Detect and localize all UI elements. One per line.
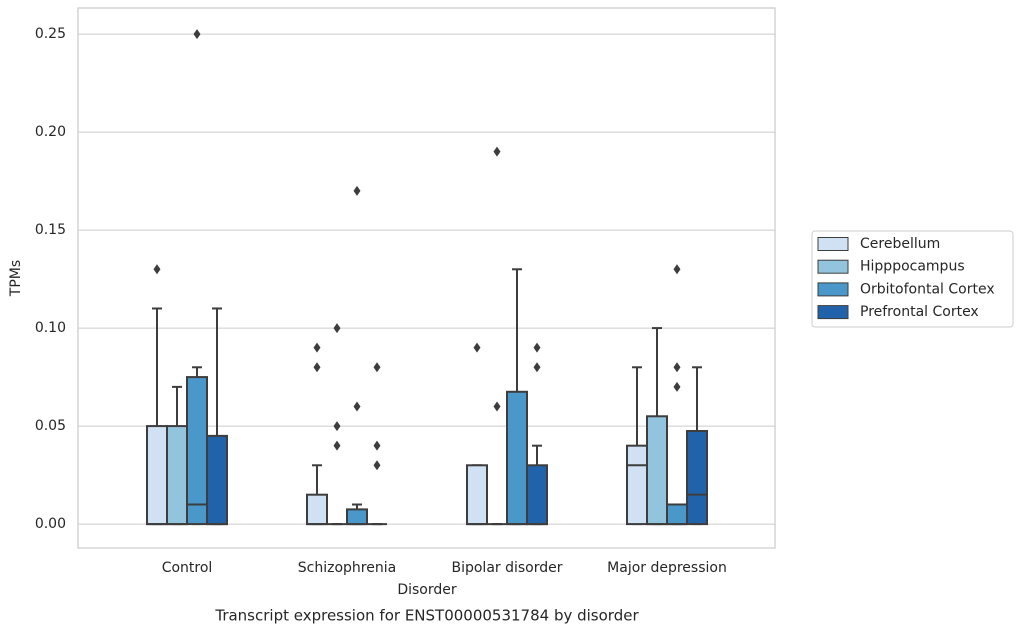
box bbox=[506, 390, 528, 526]
legend-swatch bbox=[817, 282, 849, 297]
x-tick-label: Control bbox=[162, 560, 213, 576]
legend-swatch bbox=[817, 305, 849, 320]
outlier bbox=[493, 146, 501, 157]
y-tick-label: 0.25 bbox=[35, 26, 66, 42]
outlier bbox=[353, 401, 361, 412]
box bbox=[146, 425, 168, 526]
outlier bbox=[373, 362, 381, 373]
outlier bbox=[533, 342, 541, 353]
outlier bbox=[333, 421, 341, 432]
box bbox=[166, 425, 188, 526]
outlier bbox=[373, 440, 381, 451]
y-tick-label: 0.10 bbox=[35, 320, 66, 336]
y-tick-label: 0.00 bbox=[35, 516, 66, 532]
outlier bbox=[473, 342, 481, 353]
box bbox=[186, 376, 208, 526]
y-axis-label: TPMs bbox=[8, 260, 24, 297]
x-tick-label: Major depression bbox=[607, 560, 727, 576]
outlier bbox=[673, 362, 681, 373]
x-axis-label: Disorder bbox=[397, 582, 457, 598]
box bbox=[346, 508, 368, 526]
plot-frame bbox=[77, 7, 776, 549]
y-tick-label: 0.20 bbox=[35, 124, 66, 140]
legend-label: Hipppocampus bbox=[860, 259, 965, 275]
legend-frame bbox=[811, 230, 1014, 328]
box bbox=[306, 493, 328, 526]
box bbox=[646, 415, 668, 526]
legend-swatch bbox=[817, 237, 849, 251]
box bbox=[466, 464, 488, 526]
box bbox=[666, 503, 688, 526]
box bbox=[686, 429, 708, 526]
x-tick-label: Schizophrenia bbox=[298, 560, 396, 576]
outlier bbox=[193, 29, 201, 40]
outlier bbox=[673, 381, 681, 392]
legend-label: Cerebellum bbox=[860, 236, 940, 252]
y-tick-label: 0.15 bbox=[35, 222, 66, 238]
outlier bbox=[533, 362, 541, 373]
x-tick-label: Bipolar disorder bbox=[451, 560, 562, 576]
outlier bbox=[313, 342, 321, 353]
legend-label: Prefrontal Cortex bbox=[860, 304, 979, 320]
outlier bbox=[313, 362, 321, 373]
box bbox=[206, 434, 228, 526]
box bbox=[526, 464, 548, 526]
outlier bbox=[333, 440, 341, 451]
outlier bbox=[673, 264, 681, 275]
chart-title: Transcript expression for ENST0000053178… bbox=[214, 607, 639, 625]
outlier bbox=[333, 323, 341, 334]
outlier bbox=[353, 185, 361, 196]
y-tick-label: 0.05 bbox=[35, 418, 66, 434]
box bbox=[626, 444, 648, 526]
legend-label: Orbitofontal Cortex bbox=[860, 281, 995, 297]
outlier bbox=[153, 264, 161, 275]
legend-swatch bbox=[817, 259, 849, 274]
outlier bbox=[493, 401, 501, 412]
outlier bbox=[373, 460, 381, 471]
